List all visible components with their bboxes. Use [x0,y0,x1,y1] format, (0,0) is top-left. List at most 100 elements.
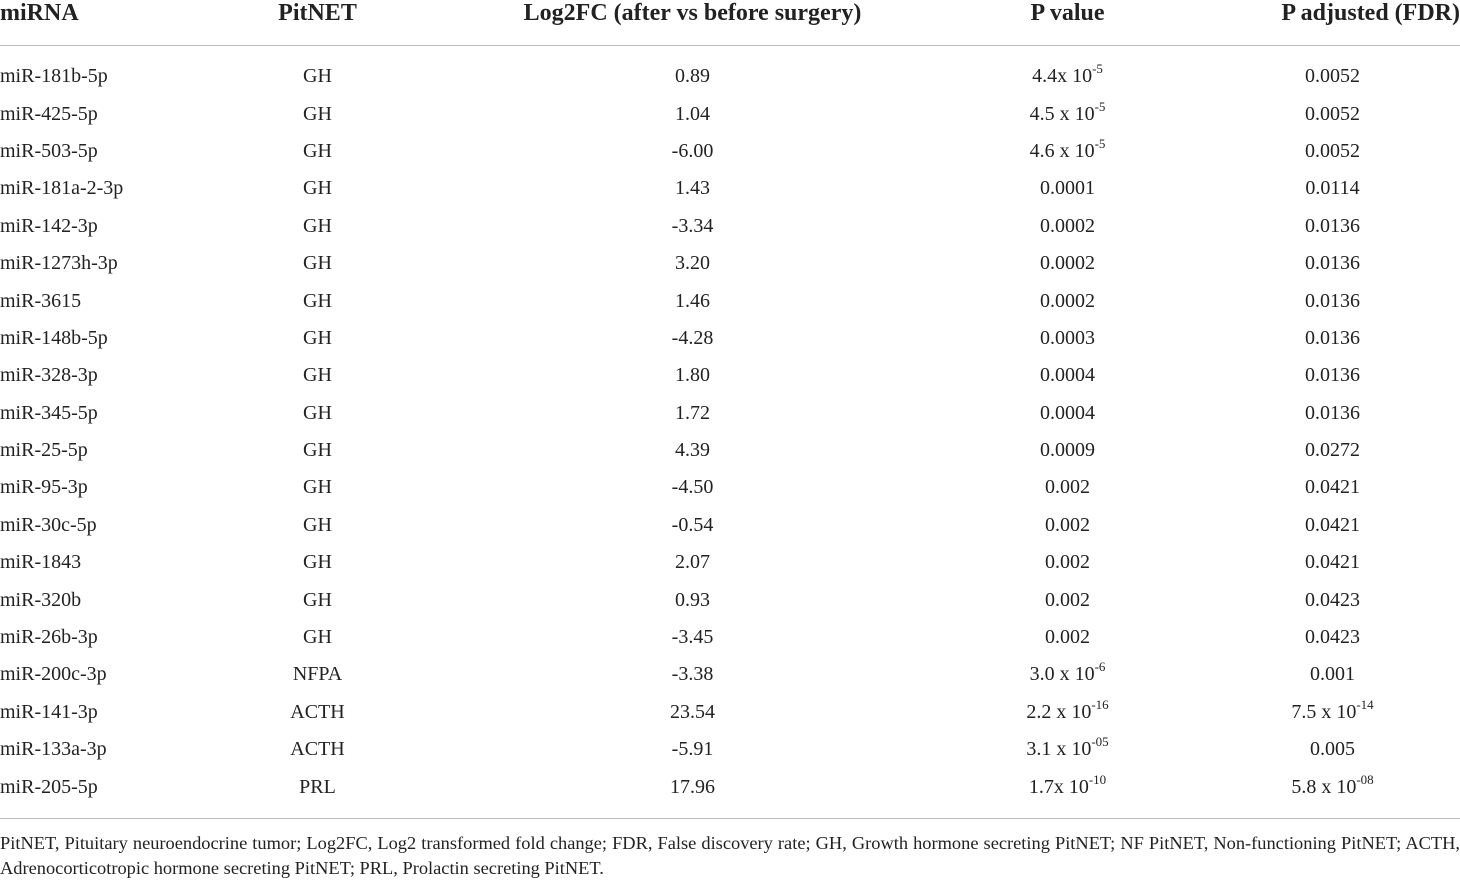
table-row: miR-142-3p GH -3.34 0.0002 0.0136 [0,208,1460,245]
cell-p-adjusted: 0.0423 [1205,619,1460,656]
cell-pitnet: GH [303,326,332,349]
cell-mirna: miR-181b-5p [0,65,108,88]
cell-mirna: miR-142-3p [0,214,98,237]
cell-mirna: miR-205-5p [0,768,180,819]
table-row: miR-3615 GH 1.46 0.0002 0.0136 [0,282,1460,319]
cell-p-adjusted-base: 0.0421 [1305,551,1360,574]
cell-log2fc: 2.07 [675,551,710,574]
table-row: miR-200c-3p NFPA -3.38 3.0 x 10-6 0.001 [0,656,1460,693]
cell-p-value-base: 0.0004 [1040,364,1095,387]
cell-p-value: 2.2 x 10-16 [930,694,1205,731]
table-footnote: PitNET, Pituitary neuroendocrine tumor; … [0,833,1460,878]
cell-p-value-base: 4.5 x 10 [1029,102,1095,125]
cell-p-adjusted-base: 0.0423 [1305,588,1360,611]
cell-log2fc: -4.28 [671,326,714,349]
cell-p-adjusted-base: 5.8 x 10 [1291,775,1357,798]
table-row: miR-328-3p GH 1.80 0.0004 0.0136 [0,357,1460,394]
cell-log2fc: -6.00 [671,139,714,162]
table-row: miR-95-3p GH -4.50 0.002 0.0421 [0,469,1460,506]
cell-pitnet: GH [303,214,332,237]
cell-p-value-base: 0.0001 [1040,177,1095,200]
cell-p-value-base: 0.0009 [1040,439,1095,462]
cell-p-adjusted-base: 0.0272 [1305,439,1360,462]
cell-p-adjusted: 0.0136 [1205,357,1460,394]
cell-p-value-base: 0.002 [1045,626,1090,649]
header-pitnet: PitNET [180,0,455,46]
cell-p-value-base: 3.0 x 10 [1029,663,1095,686]
cell-pitnet: GH [303,139,332,162]
table-row: miR-425-5p GH 1.04 4.5 x 10-5 0.0052 [0,95,1460,132]
cell-p-value-exponent: -5 [1094,98,1106,114]
table-row: miR-26b-3p GH -3.45 0.002 0.0423 [0,619,1460,656]
cell-p-value-base: 0.0002 [1040,289,1095,312]
cell-p-adjusted-base: 0.0136 [1305,252,1360,275]
mirna-results-table: miRNA PitNET Log2FC (after vs before sur… [0,0,1460,819]
cell-log2fc: 1.72 [675,401,710,424]
cell-log2fc: 1.43 [675,177,710,200]
cell-p-adjusted: 0.005 [1205,731,1460,768]
table-row: miR-503-5p GH -6.00 4.6 x 10-5 0.0052 [0,133,1460,170]
cell-log2fc: 17.96 [455,768,930,819]
table-row: miR-320b GH 0.93 0.002 0.0423 [0,581,1460,618]
cell-p-value-exponent: -5 [1092,61,1103,77]
cell-p-adjusted: 0.0136 [1205,208,1460,245]
cell-p-adjusted: 7.5 x 10-14 [1205,694,1460,731]
cell-p-value: 1.7x 10-10 [930,768,1205,819]
cell-p-value: 0.002 [930,619,1205,656]
results-table-container: miRNA PitNET Log2FC (after vs before sur… [0,0,1460,819]
cell-p-value-base: 0.0003 [1040,326,1095,349]
cell-p-value-base: 0.002 [1045,588,1090,611]
cell-p-adjusted-base: 0.0423 [1305,626,1360,649]
cell-p-value-exponent: -05 [1091,734,1109,750]
cell-pitnet: GH [303,588,332,611]
header-row: miRNA PitNET Log2FC (after vs before sur… [0,0,1460,46]
cell-p-adjusted: 0.0421 [1205,544,1460,581]
cell-p-value-base: 1.7x 10 [1028,775,1089,798]
cell-log2fc: -5.91 [671,738,714,761]
cell-log2fc: 1.04 [675,102,710,125]
cell-mirna: miR-1273h-3p [0,252,118,275]
cell-pitnet: GH [303,439,332,462]
cell-p-adjusted-base: 0.0114 [1305,177,1360,200]
cell-p-value-base: 4.6 x 10 [1029,139,1095,162]
cell-mirna: miR-148b-5p [0,326,108,349]
cell-p-adjusted: 0.0272 [1205,432,1460,469]
cell-p-adjusted-base: 0.0136 [1305,289,1360,312]
cell-pitnet: GH [303,102,332,125]
cell-p-adjusted-base: 0.0136 [1305,326,1360,349]
cell-mirna: miR-328-3p [0,364,98,387]
cell-p-value-exponent: -10 [1088,771,1107,787]
cell-pitnet: ACTH [290,738,345,761]
cell-p-value: 4.6 x 10-5 [930,133,1205,170]
cell-p-value-base: 0.0004 [1040,401,1095,424]
cell-pitnet: PRL [180,768,455,819]
cell-pitnet: NFPA [292,663,343,686]
cell-pitnet: GH [303,513,332,536]
cell-mirna: miR-345-5p [0,401,98,424]
cell-p-value: 0.0004 [930,395,1205,432]
cell-p-value-exponent: -6 [1094,659,1106,675]
cell-pitnet: GH [303,364,332,387]
cell-pitnet: GH [303,65,332,88]
cell-p-value: 0.002 [930,581,1205,618]
cell-mirna: miR-25-5p [0,439,88,462]
cell-mirna: miR-1843 [0,551,82,574]
cell-p-adjusted-base: 0.0136 [1305,401,1360,424]
cell-p-value: 0.0003 [930,320,1205,357]
cell-p-value: 0.0004 [930,357,1205,394]
table-row: miR-181b-5p GH 0.89 4.4x 10-5 0.0052 [0,46,1460,96]
cell-p-adjusted: 5.8 x 10-08 [1205,768,1460,819]
cell-p-value-base: 3.1 x 10 [1026,738,1092,761]
cell-p-value-base: 4.4x 10 [1032,65,1093,88]
cell-log2fc: 1.46 [675,289,710,312]
cell-p-adjusted-base: 0.001 [1310,663,1355,686]
cell-log2fc: 4.39 [675,439,710,462]
cell-p-adjusted: 0.0421 [1205,469,1460,506]
cell-p-value-base: 0.002 [1045,513,1090,536]
cell-p-adjusted-base: 0.0136 [1305,364,1360,387]
cell-log2fc: -0.54 [671,513,714,536]
cell-p-adjusted: 0.001 [1205,656,1460,693]
header-p-value: P value [930,0,1205,46]
cell-p-adjusted-exponent: -14 [1356,696,1374,712]
table-row: miR-345-5p GH 1.72 0.0004 0.0136 [0,395,1460,432]
